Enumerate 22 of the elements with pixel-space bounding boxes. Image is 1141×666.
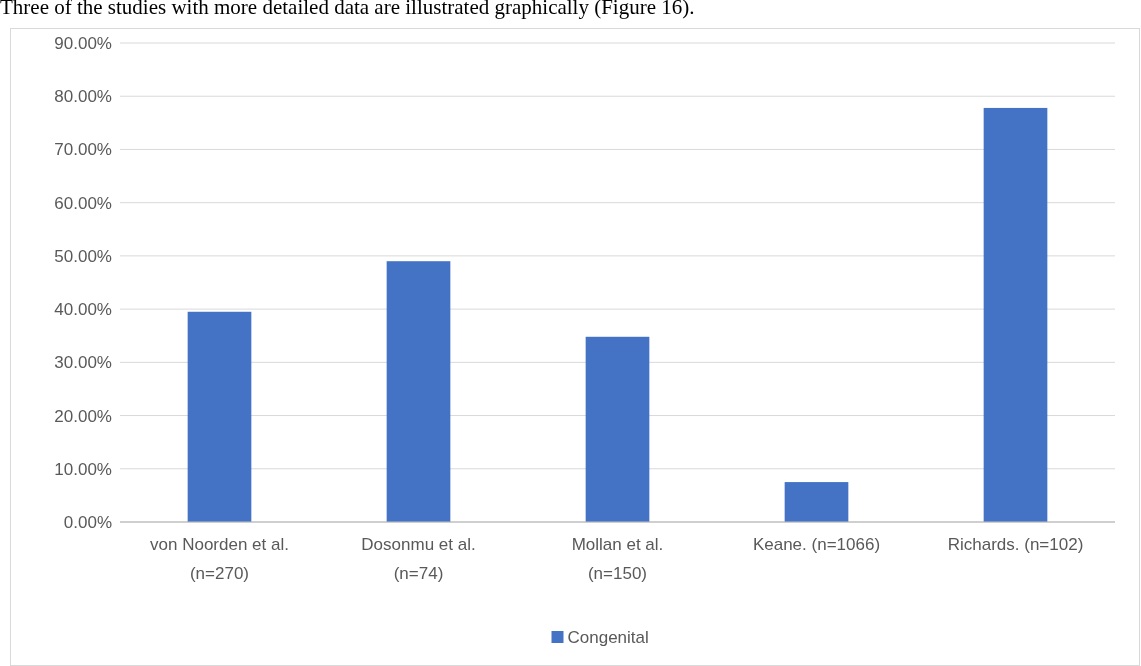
y-tick-label: 10.00% [54, 459, 112, 479]
y-tick-label: 40.00% [54, 300, 112, 320]
y-tick-label: 70.00% [54, 140, 112, 160]
y-tick-label: 90.00% [54, 33, 112, 53]
x-tick-label: von Noorden et al. (n=270) [150, 535, 289, 583]
y-tick-label: 20.00% [54, 406, 112, 426]
text: Three of the studies with more detailed data are illustrated graphically (Figure 16). [0, 0, 695, 19]
y-tick-label: 50.00% [54, 246, 112, 266]
x-tick-label: Richards. (n=102) [947, 535, 1084, 554]
bar [784, 482, 849, 522]
bar [585, 336, 650, 522]
bar [187, 311, 252, 522]
y-tick-label: 80.00% [54, 87, 112, 107]
x-tick-label: Keane. (n=1066) [752, 535, 881, 554]
legend-label: Congenital [567, 627, 649, 647]
y-tick-label: 30.00% [54, 353, 112, 373]
bar [386, 261, 451, 522]
y-tick-label: 0.00% [63, 512, 112, 532]
x-tick-label: Dosonmu et al. (n=74) [361, 535, 476, 583]
bar [983, 107, 1048, 522]
x-tick-label: Mollan et al. (n=150) [571, 535, 664, 583]
y-tick-label: 60.00% [54, 193, 112, 213]
